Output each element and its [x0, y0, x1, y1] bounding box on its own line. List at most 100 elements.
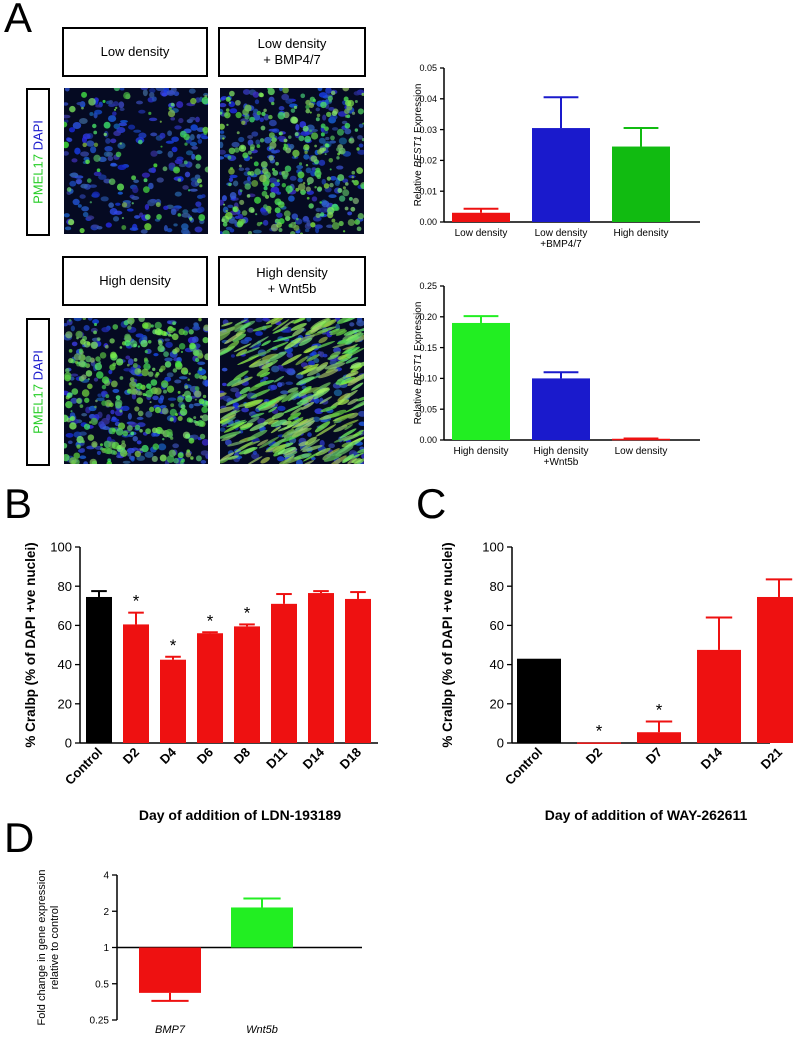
- nucleus-dot: [228, 219, 238, 224]
- pmel-signal: [163, 389, 168, 394]
- pmel-signal: [161, 407, 169, 415]
- pmel-signal: [300, 438, 320, 451]
- pmel-signal: [256, 368, 270, 377]
- pmel-signal: [354, 219, 361, 225]
- pmel-signal: [287, 388, 307, 402]
- pmel-signal: [274, 198, 282, 206]
- nucleus-dot: [232, 180, 239, 187]
- pmel-signal: [96, 168, 101, 173]
- pmel-signal: [109, 338, 115, 344]
- pmel-signal: [103, 132, 107, 137]
- nucleus-dot: [317, 88, 323, 92]
- nucleus-dot: [263, 376, 269, 380]
- bar-d7: [637, 732, 681, 743]
- x-axis-label: Day of addition of WAY-262611: [545, 807, 748, 823]
- pmel-signal: [283, 210, 291, 218]
- nucleus-dot: [125, 355, 131, 360]
- pmel-signal: [310, 155, 318, 163]
- nucleus-dot: [98, 174, 107, 180]
- pmel-signal: [337, 152, 341, 156]
- pmel-signal: [345, 332, 364, 345]
- nucleus-dot: [64, 88, 70, 92]
- pmel-signal: [223, 421, 245, 433]
- nucleus-dot: [118, 122, 128, 127]
- nucleus-dot: [262, 219, 269, 226]
- pmel-signal: [193, 420, 197, 424]
- pmel-signal: [190, 97, 197, 105]
- pmel-signal: [93, 130, 98, 135]
- bar-d2: [123, 624, 149, 743]
- nucleus-dot: [252, 450, 258, 455]
- pmel-signal: [341, 419, 359, 427]
- pmel-signal: [160, 145, 163, 148]
- y-tick-label: 2: [103, 907, 109, 918]
- pmel-signal: [190, 456, 194, 460]
- pmel-signal: [267, 210, 272, 214]
- pmel-signal: [351, 175, 355, 179]
- pmel-signal: [291, 116, 299, 124]
- nucleus-dot: [135, 333, 144, 338]
- pmel-signal: [231, 376, 253, 387]
- nucleus-dot: [295, 459, 303, 464]
- pmel-signal: [204, 353, 208, 361]
- nucleus-dot: [227, 204, 234, 208]
- pmel-signal: [356, 447, 364, 454]
- pmel-signal: [177, 213, 182, 217]
- pmel-signal: [281, 183, 287, 188]
- pmel-signal: [247, 230, 253, 234]
- pmel-signal: [165, 428, 173, 436]
- pmel-signal: [229, 90, 235, 97]
- bar-d14: [697, 649, 741, 743]
- pmel-signal: [332, 343, 349, 348]
- nucleus-dot: [268, 96, 275, 103]
- pmel-signal: [202, 394, 207, 399]
- pmel-signal: [194, 357, 200, 363]
- pmel-signal: [220, 99, 222, 103]
- pmel-signal: [316, 113, 321, 118]
- pmel-signal: [115, 151, 122, 158]
- pmel-signal: [244, 183, 251, 190]
- pmel-signal: [87, 378, 90, 381]
- nucleus-dot: [197, 361, 206, 366]
- pmel-signal: [356, 147, 360, 151]
- nucleus-dot: [174, 379, 182, 384]
- nucleus-dot: [76, 101, 85, 106]
- nucleus-dot: [220, 102, 227, 108]
- pmel-signal: [144, 223, 152, 231]
- nucleus-dot: [64, 114, 71, 119]
- label-low-density: Low density: [62, 27, 208, 77]
- pmel-signal: [305, 104, 310, 110]
- nucleus-dot: [247, 135, 254, 139]
- pmel-signal: [194, 390, 202, 398]
- nucleus-dot: [314, 397, 320, 404]
- pmel-signal: [197, 178, 202, 184]
- pmel-signal: [188, 329, 194, 335]
- nucleus-dot: [105, 138, 111, 144]
- pmel-signal: [90, 417, 98, 426]
- nucleus-dot: [166, 228, 173, 233]
- pmel-signal: [298, 162, 303, 166]
- nucleus-dot: [151, 96, 157, 102]
- nucleus-dot: [64, 102, 69, 106]
- pmel-signal: [78, 348, 83, 353]
- pmel-signal: [256, 144, 261, 148]
- pmel-signal: [348, 196, 353, 201]
- pmel-signal: [236, 220, 244, 228]
- nucleus-dot: [64, 151, 69, 156]
- pmel-signal: [92, 123, 97, 129]
- nucleus-dot: [173, 223, 178, 227]
- pmel-signal: [151, 455, 158, 463]
- pmel-signal: [271, 168, 275, 172]
- bar-low-density: [612, 438, 670, 441]
- nucleus-dot: [133, 179, 140, 184]
- pmel-signal: [227, 413, 237, 420]
- nucleus-dot: [136, 440, 142, 445]
- nucleus-dot: [174, 158, 183, 165]
- pmel-signal: [131, 202, 134, 205]
- pmel-signal: [185, 395, 193, 403]
- pmel-signal: [247, 171, 252, 176]
- pmel-signal: [311, 132, 319, 140]
- pmel-signal: [179, 408, 188, 416]
- pmel-signal: [337, 399, 350, 406]
